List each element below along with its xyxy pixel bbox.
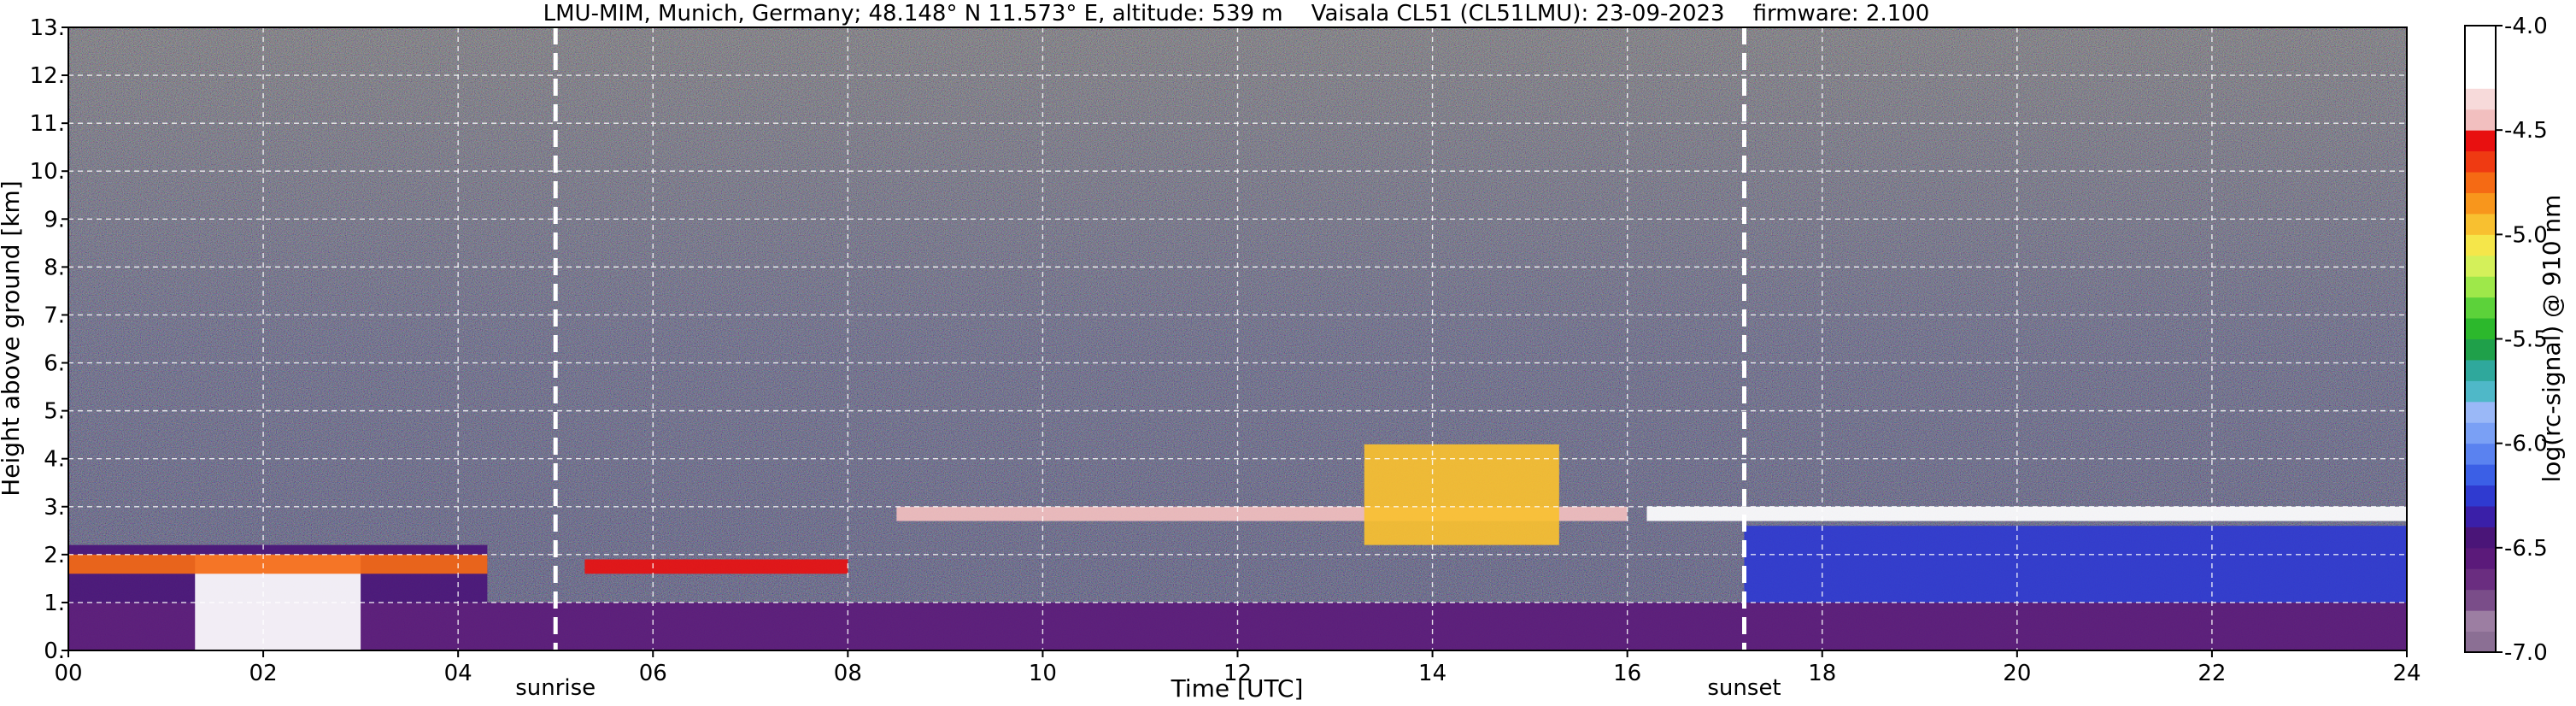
colorbar-tick-label: -4.0 [2504, 14, 2548, 39]
x-tick-label: 10 [1029, 661, 1057, 686]
colorbar-cell [2465, 338, 2496, 361]
y-tick-label: 3. [44, 495, 65, 521]
colorbar-cell [2465, 255, 2496, 277]
x-tick-label: 12 [1223, 661, 1252, 686]
x-tick-label: 06 [639, 661, 667, 686]
colorbar-cell [2465, 380, 2496, 403]
grid-lines [68, 27, 2407, 650]
sun-event-label: sunrise [515, 675, 596, 701]
colorbar-cell [2465, 401, 2496, 423]
colorbar-cell [2465, 26, 2496, 47]
colorbar-tick-label: -6.5 [2504, 536, 2548, 562]
colorbar-cell [2465, 46, 2496, 68]
colorbar-cell [2465, 485, 2496, 507]
colorbar: -4.0 -4.5 -5.0 -5.5 -6.0 -6.5 -7.0 log(rc-sign… [2464, 14, 2566, 666]
colorbar-cell [2465, 192, 2496, 215]
colorbar-tick-label: -7.0 [2504, 640, 2548, 666]
colorbar-cell [2465, 276, 2496, 298]
y-tick-label: 6. [44, 351, 65, 377]
x-tick-label: 18 [1808, 661, 1836, 686]
x-axis-ticks: 00 02 04 06 08 10 12 14 16 18 20 22 24 [54, 650, 2421, 686]
colorbar-cell [2465, 547, 2496, 569]
x-tick-label: 02 [249, 661, 278, 686]
colorbar-cell [2465, 234, 2496, 256]
colorbar-cell [2465, 610, 2496, 632]
colorbar-cell [2465, 109, 2496, 131]
y-tick-label: 8. [44, 255, 65, 280]
colorbar-cell [2465, 505, 2496, 527]
y-tick-label: 7. [44, 303, 65, 328]
y-axis-ticks: 0. 1. 2. 3. 4. 5. 6. 7. 8. 9. 10. 11. 12. 13. [30, 15, 68, 664]
y-tick-label: 4. [44, 447, 65, 473]
backscatter-layer [1744, 526, 2407, 603]
colorbar-cell [2465, 443, 2496, 465]
x-axis-label: Time [UTC] [1171, 674, 1304, 703]
colorbar-cell [2465, 464, 2496, 486]
backscatter-layer [1646, 506, 2407, 521]
colorbar-cell [2465, 422, 2496, 444]
colorbar-tick-label: -4.5 [2504, 118, 2548, 144]
x-tick-label: 16 [1613, 661, 1641, 686]
y-tick-label: 0. [44, 638, 65, 664]
x-tick-label: 04 [444, 661, 472, 686]
colorbar-cell [2465, 88, 2496, 110]
y-tick-label: 11. [30, 111, 65, 137]
y-tick-label: 13. [30, 15, 65, 41]
colorbar-cell [2465, 527, 2496, 549]
x-tick-label: 24 [2392, 661, 2421, 686]
x-tick-label: 20 [2003, 661, 2031, 686]
y-tick-label: 2. [44, 543, 65, 568]
backscatter-layer [1364, 444, 1559, 545]
colorbar-tick-label: -5.0 [2504, 222, 2548, 248]
colorbar-ticks: -4.0 -4.5 -5.0 -5.5 -6.0 -6.5 -7.0 [2496, 14, 2548, 666]
colorbar-cell [2465, 213, 2496, 235]
colorbar-cell [2465, 318, 2496, 339]
colorbar-cell [2465, 297, 2496, 319]
y-tick-label: 9. [44, 207, 65, 232]
sun-event-labels: sunrise sunset [515, 675, 1781, 701]
x-tick-label: 00 [54, 661, 82, 686]
colorbar-cell [2465, 172, 2496, 193]
chart-title: LMU-MIM, Munich, Germany; 48.148° N 11.5… [543, 1, 1930, 26]
colorbar-tick-label: -6.0 [2504, 432, 2548, 457]
sun-event-lines [553, 27, 1747, 650]
colorbar-label: log(rc-signal) @ 910 nm [2538, 195, 2566, 483]
colorbar-cell [2465, 631, 2496, 653]
colorbar-cell [2465, 130, 2496, 152]
sun-event-label: sunset [1707, 675, 1781, 701]
plot-area [67, 26, 2408, 651]
y-tick-label: 10. [30, 159, 65, 185]
colorbar-cell [2465, 150, 2496, 173]
y-tick-label: 1. [44, 591, 65, 616]
colorbar-cells [2465, 26, 2496, 653]
y-tick-label: 5. [44, 399, 65, 425]
y-axis-label: Height above ground [km] [0, 180, 25, 497]
colorbar-cell [2465, 359, 2496, 381]
colorbar-cell [2465, 589, 2496, 611]
backscatter-layer [68, 554, 488, 574]
y-tick-label: 12. [30, 63, 65, 89]
x-tick-label: 22 [2198, 661, 2226, 686]
colorbar-cell [2465, 67, 2496, 89]
x-tick-label: 14 [1418, 661, 1446, 686]
colorbar-tick-label: -5.5 [2504, 327, 2548, 353]
backscatter-layer [584, 559, 848, 574]
x-tick-label: 08 [834, 661, 862, 686]
colorbar-cell [2465, 568, 2496, 591]
